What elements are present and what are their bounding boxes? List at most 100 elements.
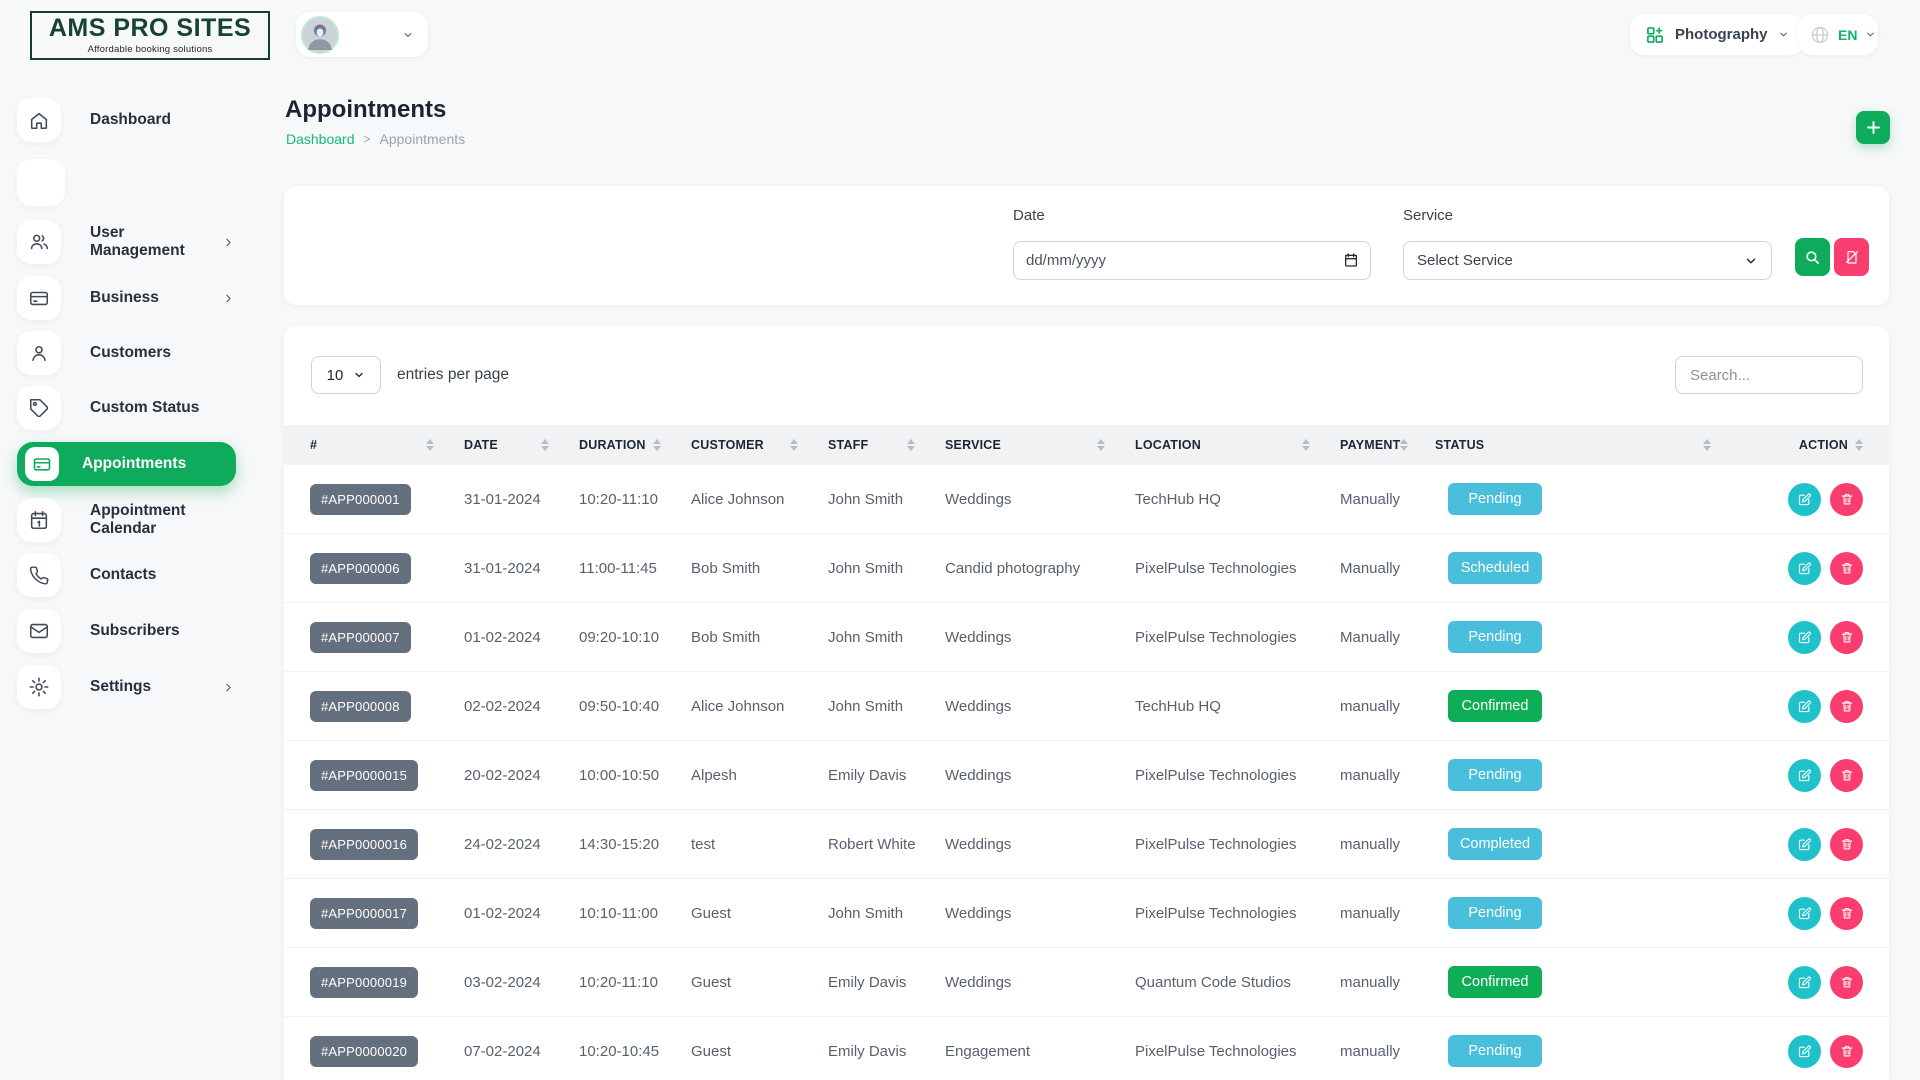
edit-button[interactable]: [1788, 483, 1821, 516]
delete-button[interactable]: [1830, 759, 1863, 792]
delete-button[interactable]: [1830, 483, 1863, 516]
cell-location: Quantum Code Studios: [1135, 974, 1340, 991]
sidebar-item-appointments[interactable]: Appointments: [17, 442, 236, 486]
language-code: EN: [1838, 27, 1857, 43]
status-badge: Pending: [1448, 759, 1542, 791]
cell-duration: 10:10-11:00: [579, 905, 691, 922]
delete-button[interactable]: [1830, 621, 1863, 654]
edit-icon: [1797, 492, 1812, 507]
appointments-card-icon: [25, 447, 59, 481]
grid-plus-icon: [1645, 25, 1665, 45]
column-header-location[interactable]: LOCATION: [1135, 438, 1340, 452]
cell-customer: Guest: [691, 974, 828, 991]
service-filter-select[interactable]: Select Service: [1403, 241, 1772, 280]
column-header-date[interactable]: DATE: [464, 438, 579, 452]
trash-icon: [1840, 630, 1854, 644]
delete-button[interactable]: [1830, 552, 1863, 585]
sidebar-item-contacts[interactable]: Contacts: [17, 553, 239, 597]
chevron-down-icon: [402, 29, 414, 41]
filter-search-button[interactable]: [1795, 238, 1830, 276]
column-header-payment[interactable]: PAYMENT: [1340, 438, 1435, 452]
sort-icon: [907, 439, 915, 451]
edit-icon: [1797, 561, 1812, 576]
sidebar-item-subscribers[interactable]: Subscribers: [17, 609, 239, 653]
credit-card-icon: [17, 276, 61, 320]
column-header-status[interactable]: STATUS: [1435, 438, 1741, 452]
edit-button[interactable]: [1788, 690, 1821, 723]
cell-service: Weddings: [945, 767, 1135, 784]
table-row: #APP000007 01-02-2024 09:20-10:10 Bob Sm…: [284, 603, 1889, 672]
add-appointment-button[interactable]: [1856, 111, 1890, 144]
cell-date: 01-02-2024: [464, 629, 579, 646]
entries-per-page-select[interactable]: 10: [311, 356, 381, 394]
sort-icon: [1097, 439, 1105, 451]
sort-icon: [541, 439, 549, 451]
cell-service: Weddings: [945, 698, 1135, 715]
cell-duration: 14:30-15:20: [579, 836, 691, 853]
user-icon: [17, 331, 61, 375]
table-search-input[interactable]: [1675, 356, 1863, 394]
chevron-right-icon: [222, 292, 235, 305]
column-header-staff[interactable]: STAFF: [828, 438, 945, 452]
chevron-down-icon: [1778, 29, 1789, 40]
sort-icon: [1302, 439, 1310, 451]
sidebar-item-customers[interactable]: Customers: [17, 331, 239, 375]
cell-date: 24-02-2024: [464, 836, 579, 853]
trash-icon: [1840, 975, 1854, 989]
breadcrumb-dashboard-link[interactable]: Dashboard: [286, 131, 355, 147]
business-selector[interactable]: Photography: [1630, 14, 1804, 55]
edit-button[interactable]: [1788, 966, 1821, 999]
breadcrumb-current: Appointments: [380, 131, 466, 147]
delete-button[interactable]: [1830, 828, 1863, 861]
column-header-action[interactable]: ACTION: [1741, 438, 1863, 452]
column-header-service[interactable]: SERVICE: [945, 438, 1135, 452]
edit-button[interactable]: [1788, 621, 1821, 654]
filter-clear-button[interactable]: [1834, 238, 1869, 276]
sort-icon: [1855, 439, 1863, 451]
delete-button[interactable]: [1830, 690, 1863, 723]
chevron-down-icon: [1865, 29, 1876, 40]
appointment-id-badge: #APP000006: [310, 553, 411, 584]
sidebar-item-business[interactable]: Business: [17, 276, 239, 320]
edit-button[interactable]: [1788, 828, 1821, 861]
column-header-id[interactable]: #: [310, 438, 464, 452]
cell-payment: Manually: [1340, 560, 1435, 577]
cell-service: Weddings: [945, 836, 1135, 853]
sidebar-item-user-management[interactable]: User Management: [17, 220, 239, 264]
delete-button[interactable]: [1830, 897, 1863, 930]
cell-duration: 10:20-11:10: [579, 974, 691, 991]
language-selector[interactable]: EN: [1798, 14, 1878, 55]
delete-button[interactable]: [1830, 966, 1863, 999]
column-header-customer[interactable]: CUSTOMER: [691, 438, 828, 452]
cell-duration: 11:00-11:45: [579, 560, 691, 577]
edit-button[interactable]: [1788, 552, 1821, 585]
cell-location: PixelPulse Technologies: [1135, 836, 1340, 853]
cell-date: 20-02-2024: [464, 767, 579, 784]
edit-button[interactable]: [1788, 1035, 1821, 1068]
cell-date: 31-01-2024: [464, 560, 579, 577]
user-menu[interactable]: [296, 12, 428, 57]
filter-panel: Date Service Select Service: [284, 186, 1889, 305]
sidebar-item-appointment-calendar[interactable]: Appointment Calendar: [17, 498, 239, 542]
cell-duration: 09:50-10:40: [579, 698, 691, 715]
sidebar-item-settings[interactable]: Settings: [17, 665, 239, 709]
brand-name: AMS PRO SITES: [49, 16, 251, 41]
cell-location: TechHub HQ: [1135, 491, 1340, 508]
cell-location: PixelPulse Technologies: [1135, 560, 1340, 577]
cell-staff: Emily Davis: [828, 974, 945, 991]
date-filter-input[interactable]: [1013, 241, 1371, 280]
appointment-id-badge: #APP000001: [310, 484, 411, 515]
edit-button[interactable]: [1788, 897, 1821, 930]
cell-staff: John Smith: [828, 560, 945, 577]
sidebar-item-dashboard[interactable]: Dashboard: [17, 98, 239, 142]
column-header-duration[interactable]: DURATION: [579, 438, 691, 452]
cell-customer: Bob Smith: [691, 560, 828, 577]
status-badge: Pending: [1448, 897, 1542, 929]
edit-button[interactable]: [1788, 759, 1821, 792]
sidebar-item-custom-status[interactable]: Custom Status: [17, 386, 239, 430]
cell-customer: Alpesh: [691, 767, 828, 784]
cell-duration: 09:20-10:10: [579, 629, 691, 646]
delete-button[interactable]: [1830, 1035, 1863, 1068]
cell-payment: Manually: [1340, 491, 1435, 508]
cell-service: Weddings: [945, 629, 1135, 646]
